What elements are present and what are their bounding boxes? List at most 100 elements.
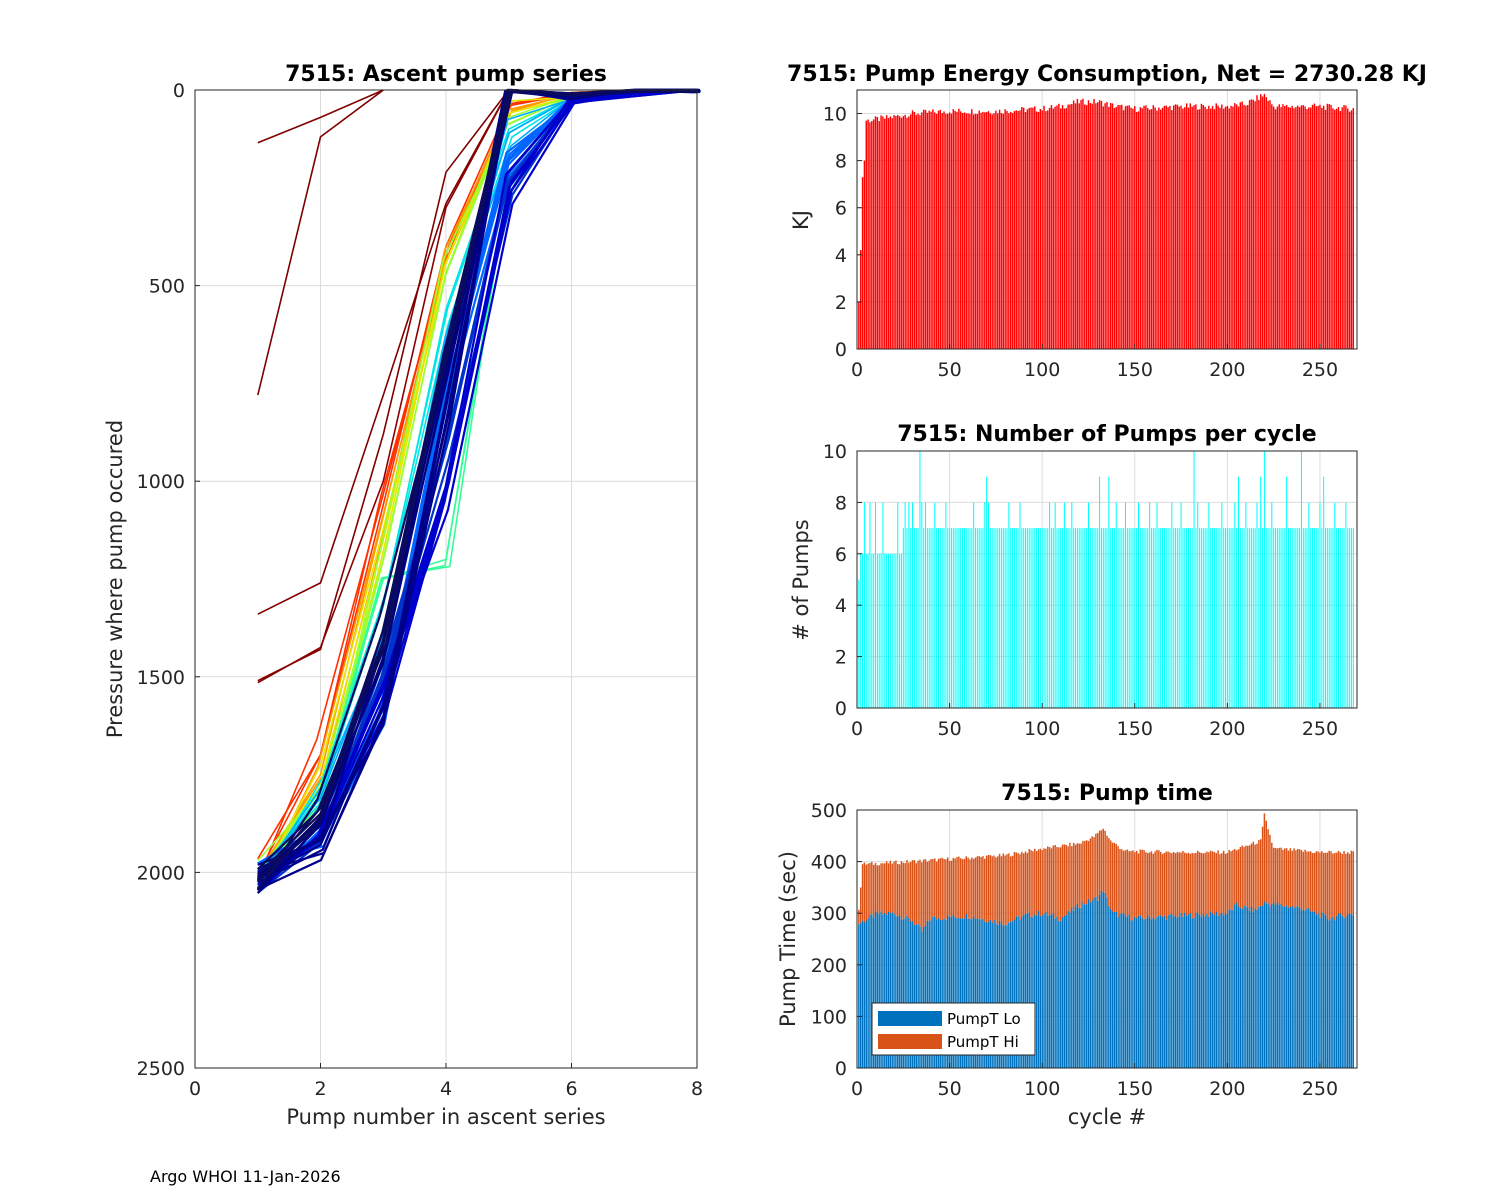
ascent-series-line — [257, 88, 697, 876]
pumptime-lo-bar — [1254, 908, 1256, 1068]
pumptime-lo-bar — [900, 919, 903, 1068]
energy-bar — [1156, 110, 1158, 350]
pumptime-lo-bar — [972, 916, 975, 1068]
pumps-bar — [1152, 528, 1154, 708]
pumptime-hi-bar — [1311, 853, 1314, 912]
pumptime-hi-bar — [1163, 853, 1166, 916]
pumptime-lo-bar — [1011, 921, 1014, 1068]
pumptime-lo-bar — [1189, 913, 1192, 1068]
pumptime-hi-bar — [1019, 854, 1021, 920]
y-tick-label: 0 — [835, 698, 847, 720]
pumptime-lo-bar — [1097, 900, 1099, 1068]
pumptime-lo-bar — [1072, 910, 1075, 1068]
pumps-bar — [936, 528, 938, 708]
pumps-bar — [906, 528, 908, 708]
energy-bar — [1230, 105, 1232, 349]
pumptime-hi-bar — [1267, 829, 1269, 904]
energy-bar — [863, 160, 866, 349]
pumptime-lo-bar — [1200, 916, 1203, 1068]
pumptime-hi-bar — [989, 855, 992, 920]
pumps-bar — [1165, 528, 1167, 708]
pumptime-lo-bar — [1163, 915, 1166, 1068]
y-tick-label: 2 — [835, 647, 847, 669]
x-tick-label: 0 — [189, 1078, 201, 1100]
pumps-bar — [1078, 528, 1080, 708]
pumptime-lo-bar — [859, 922, 862, 1068]
pumptime-hi-bar — [1189, 853, 1192, 914]
pumps-bar — [1339, 528, 1341, 708]
pumptime-lo-bar — [1006, 925, 1008, 1068]
pumps-bar — [1117, 528, 1119, 708]
pumptime-lo-bar — [947, 915, 949, 1068]
energy-bar — [1013, 111, 1016, 349]
pumptime-lo-bar — [1252, 912, 1255, 1068]
pumptime-lo-bar — [1352, 914, 1355, 1068]
pumptime-hi-bar — [1015, 852, 1017, 917]
pumptime-lo-bar — [887, 911, 890, 1068]
y-tick-label: 8 — [835, 492, 847, 514]
pumptime-hi-bar — [880, 863, 882, 912]
energy-bar — [1135, 111, 1138, 350]
energy-bar — [943, 111, 945, 349]
pumps-bar — [987, 502, 989, 708]
energy-bar — [972, 114, 975, 349]
pumps-bar — [1341, 528, 1343, 708]
pumps-bar — [1263, 451, 1265, 708]
energy-bar — [971, 109, 973, 349]
pumptime-lo-bar — [1284, 906, 1286, 1068]
pumps-bar — [991, 528, 993, 708]
pumps-bar — [897, 502, 899, 708]
pumps-bar — [1108, 476, 1110, 708]
pumptime-lo-bar — [1291, 905, 1293, 1068]
pumptime-lo-bar — [1022, 914, 1025, 1068]
pumptime-hi-bar — [1300, 849, 1303, 911]
pumptime-lo-bar — [1228, 909, 1230, 1068]
pumptime-lo-bar — [1087, 898, 1090, 1068]
pumptime-lo-bar — [1280, 903, 1282, 1068]
pumptime-lo-bar — [1150, 920, 1153, 1068]
pumptime-lo-bar — [1176, 917, 1179, 1068]
pumptime-lo-bar — [1185, 915, 1188, 1068]
pumptime-lo-bar — [909, 921, 912, 1068]
pumps-bar — [945, 502, 947, 708]
pumps-bar — [1265, 528, 1267, 708]
pumps-bar — [1323, 476, 1325, 708]
pumptime-hi-bar — [941, 857, 943, 920]
pumps-bar — [1312, 528, 1314, 708]
pumptime-lo-bar — [1004, 924, 1006, 1068]
pumps-bar — [1315, 528, 1317, 708]
pumptime-lo-bar — [1230, 909, 1232, 1068]
pumptime-hi-bar — [982, 856, 984, 919]
pumptime-hi-bar — [1317, 851, 1319, 914]
pumps-bar — [1286, 476, 1288, 708]
energy-bar — [1258, 100, 1260, 349]
energy-bar — [1252, 99, 1255, 349]
energy-bar — [932, 109, 934, 349]
pumptime-lo-bar — [884, 912, 886, 1068]
x-tick-label: 150 — [1117, 359, 1153, 381]
energy-bar — [880, 115, 882, 350]
energy-bar — [1311, 104, 1314, 350]
ascent-series-line — [257, 88, 697, 891]
pumptime-lo-bar — [867, 918, 869, 1068]
x-tick-label: 100 — [1024, 1078, 1060, 1100]
pumptime-hi-bar — [1287, 850, 1290, 908]
energy-bar — [1339, 111, 1342, 350]
energy-bar — [1015, 110, 1017, 349]
x-tick-label: 250 — [1302, 718, 1338, 740]
pumps-bar — [1139, 528, 1141, 708]
x-tick-label: 150 — [1117, 1078, 1153, 1100]
energy-bar — [1017, 111, 1019, 349]
pumptime-lo-bar — [885, 914, 888, 1068]
energy-bar — [1080, 100, 1082, 349]
energy-bar — [889, 116, 892, 349]
energy-bar — [950, 113, 953, 349]
pumptime-hi-bar — [865, 864, 867, 921]
pumps-bar — [1182, 528, 1184, 708]
pumptime-hi-bar — [1022, 853, 1025, 915]
pumps-bar — [1082, 528, 1084, 708]
footer-text: Argo WHOI 11-Jan-2026 — [150, 1167, 341, 1186]
pumptime-hi-bar — [998, 853, 1001, 921]
y-tick-label: 8 — [835, 151, 847, 173]
energy-bar — [869, 122, 871, 349]
